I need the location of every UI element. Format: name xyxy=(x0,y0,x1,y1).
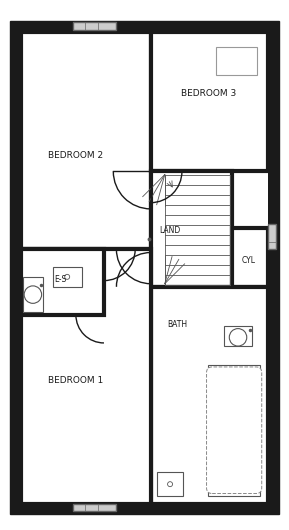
Bar xyxy=(151,287,268,504)
Text: BEDROOM 2: BEDROOM 2 xyxy=(48,152,103,161)
Circle shape xyxy=(168,482,173,487)
Text: BATH: BATH xyxy=(167,320,187,329)
FancyBboxPatch shape xyxy=(207,367,262,493)
Text: E-S: E-S xyxy=(54,275,66,284)
Bar xyxy=(208,365,260,496)
Circle shape xyxy=(65,275,70,279)
Text: CYL: CYL xyxy=(242,256,256,265)
Bar xyxy=(232,227,268,287)
Bar xyxy=(216,47,257,75)
Bar xyxy=(224,326,252,346)
Bar xyxy=(21,32,151,250)
Bar xyxy=(151,172,232,287)
Circle shape xyxy=(229,329,247,346)
Bar xyxy=(73,22,116,30)
Bar xyxy=(23,278,43,312)
Bar xyxy=(157,472,184,496)
Bar xyxy=(151,32,268,172)
Bar xyxy=(21,250,104,315)
Bar xyxy=(53,267,82,287)
Bar xyxy=(21,32,268,504)
Bar xyxy=(21,250,151,504)
Bar xyxy=(73,504,116,511)
Text: BEDROOM 3: BEDROOM 3 xyxy=(181,89,236,98)
Bar xyxy=(268,225,276,250)
Text: LAND: LAND xyxy=(159,226,180,235)
Circle shape xyxy=(24,286,42,303)
Text: BEDROOM 1: BEDROOM 1 xyxy=(48,376,103,385)
